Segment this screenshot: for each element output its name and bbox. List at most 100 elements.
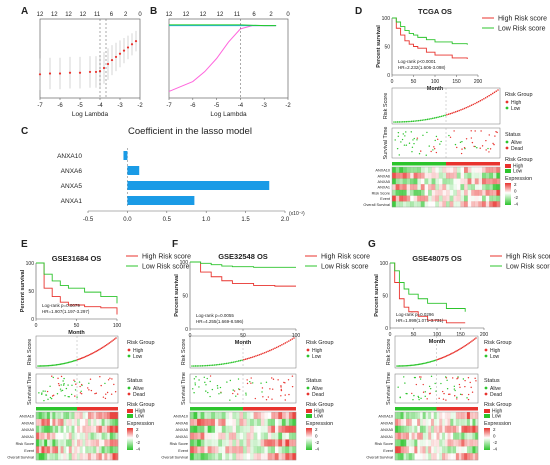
panel-g-expression-tick: -2 — [493, 440, 497, 445]
panel-d-heat-cell — [453, 201, 457, 208]
panel-e-survival-point — [41, 392, 43, 394]
panel-e-heat-cell — [68, 439, 72, 447]
panel-g-status-alive-dot — [484, 386, 488, 390]
panel-d-risk-point — [428, 118, 431, 120]
panel-e-risk-point — [57, 363, 59, 366]
panel-d-survival-point — [401, 138, 404, 141]
panel-f-risk-point — [258, 353, 261, 356]
panel-b-xtick-label: -7 — [166, 103, 172, 109]
panel-f-risk-point — [284, 342, 287, 344]
panel-f-risk-point — [222, 363, 224, 365]
panel-d-heat-cell — [485, 184, 490, 191]
panel-g-heat-cell — [417, 412, 421, 420]
panel-d-heat-cell — [431, 167, 436, 173]
panel-e-heat-cell — [104, 412, 108, 420]
panel-g-heat-cell — [430, 453, 434, 461]
panel-g-heat-cell — [472, 446, 476, 454]
panel-g-heat-row-label: Risk Score — [375, 442, 393, 446]
panel-e-heat-cell — [87, 425, 91, 433]
panel-g-heat-cell — [475, 439, 479, 447]
panel-g-risk-point — [396, 365, 398, 367]
panel-g-risk-point — [455, 350, 457, 353]
panel-d-heat-cell — [406, 195, 411, 202]
panel-g-risk-point — [471, 340, 473, 342]
panel-f-survival-point — [246, 379, 248, 381]
panel-e-heat-cell — [82, 446, 85, 453]
panel-f-heat-cell — [200, 446, 205, 454]
panel-d-heat-cell — [464, 184, 468, 191]
panel-e-risk-point — [87, 354, 90, 357]
panel-g-survival-point — [445, 399, 447, 401]
panel-f-heat-cell — [267, 446, 272, 454]
panel-d-heat-cell — [471, 195, 475, 202]
panel-e-heat-cell — [79, 425, 83, 433]
panel-d-risk-point — [486, 95, 489, 98]
panel-d-heat-cell — [399, 172, 403, 179]
panel-g-risk-point — [451, 352, 453, 355]
panel-f-heat-cell — [193, 446, 198, 454]
panel-d-heat-cell — [482, 184, 486, 191]
panel-f-heat-cell — [288, 432, 293, 440]
panel-e-heat-cell — [85, 425, 89, 433]
panel-d-survival-point — [403, 144, 406, 146]
panel-e-heat-cell — [68, 432, 72, 440]
panel-letter-G: G — [368, 239, 376, 250]
panel-g-heat-row-label: ANXA10 — [378, 414, 393, 418]
panel-e-heat-cell — [38, 446, 42, 454]
panel-e-heat-cell — [93, 425, 97, 433]
panel-f-heat-cell — [281, 412, 286, 420]
panel-g-survival-point — [457, 377, 459, 379]
panel-a-top-tick-label: 12 — [37, 12, 44, 18]
panel-e-heat-cell — [109, 418, 113, 426]
panel-f-heat-cell — [211, 453, 215, 461]
panel-c-category-label: ANXA5 — [61, 183, 83, 190]
panel-g-heat-cell — [442, 432, 445, 440]
panel-g-heat-cell — [431, 446, 434, 453]
panel-e-survival-point — [114, 391, 117, 393]
panel-e-heat-cell — [87, 439, 91, 447]
panel-f-heat-cell — [221, 453, 226, 461]
panel-d-heat-cell — [420, 195, 425, 202]
panel-d-heat-cell — [420, 201, 425, 208]
panel-e-risk-point — [115, 337, 117, 339]
panel-e-heat-cell — [109, 446, 113, 454]
panel-d-risk-point — [396, 121, 399, 123]
panel-e-heat-cell — [112, 446, 116, 454]
panel-e-survival-point — [42, 390, 44, 392]
panel-g-heat-cell — [420, 453, 423, 460]
panel-d-heat-cell — [413, 189, 418, 196]
panel-b-coef-path-0 — [168, 25, 277, 92]
panel-f-heat-cell — [271, 432, 275, 440]
panel-g-survival-point — [470, 386, 472, 389]
panel-a-point — [78, 71, 82, 74]
panel-e-heat-cell — [49, 412, 53, 420]
panel-e-heat-cell — [115, 418, 119, 426]
panel-f-survival-point — [216, 385, 219, 387]
panel-d-heat-cell — [453, 178, 457, 184]
panel-g-heat-cell — [425, 418, 429, 426]
panel-d-risk-point — [446, 113, 448, 116]
panel-e-heat-cell — [49, 432, 53, 440]
panel-e-heat-frame — [35, 411, 119, 461]
panel-f-survival-point — [267, 396, 270, 398]
panel-d-survival-point — [474, 145, 476, 148]
panel-e-km-low-curve — [36, 262, 118, 304]
panel-f-expression-scale — [306, 428, 312, 450]
panel-f-heat-cell — [239, 425, 244, 433]
panel-e-survival-point — [80, 383, 83, 386]
panel-g-heat-cell — [453, 432, 457, 440]
panel-f-risk-point — [196, 365, 198, 367]
panel-g-heat-cell — [425, 453, 429, 461]
panel-d-heat-cell — [471, 184, 475, 191]
panel-f-heat-cell — [257, 418, 261, 426]
panel-f-risk-point — [256, 354, 259, 357]
panel-d-survival-point — [481, 145, 484, 147]
panel-f-heat-cell — [211, 418, 215, 426]
panel-f-heat-cell — [239, 412, 244, 420]
panel-f-risk-point — [281, 343, 283, 346]
panel-e-heat-cell — [98, 439, 102, 447]
panel-e-group-title: Risk Group — [127, 340, 155, 346]
panel-g-heat-cell — [430, 425, 434, 433]
panel-d-risk-point — [442, 114, 445, 117]
panel-e-heat-cell — [68, 412, 72, 420]
